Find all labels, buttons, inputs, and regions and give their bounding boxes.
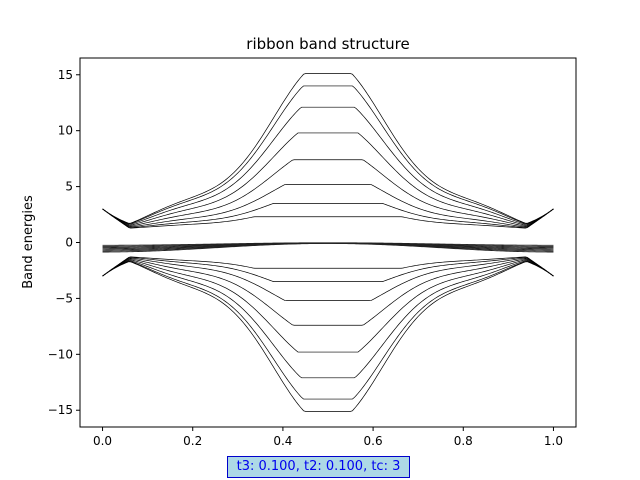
upper-band-line (102, 208, 554, 229)
chart-title: ribbon band structure (246, 35, 409, 53)
y-axis-label: Band energies (21, 195, 36, 289)
x-tick-label: 0.8 (454, 434, 473, 448)
upper-band-line (102, 159, 554, 227)
x-tick-label: 0.4 (273, 434, 292, 448)
y-tick-label: −15 (48, 403, 73, 417)
lower-band-line (102, 256, 554, 277)
lower-band-line (102, 260, 554, 379)
y-tick-label: 5 (65, 180, 73, 194)
y-tick-label: −10 (48, 347, 73, 361)
lower-band-line (102, 259, 554, 353)
lower-band-line (102, 256, 554, 282)
upper-band-line (102, 132, 554, 226)
plot-frame (79, 57, 577, 428)
x-tick-label: 0.6 (364, 434, 383, 448)
y-tick-label: 0 (65, 236, 73, 250)
x-tick-label: 0.0 (93, 434, 112, 448)
upper-band-line (102, 184, 554, 228)
lower-band-line (102, 260, 554, 400)
lower-band-line (102, 258, 554, 326)
parameter-display[interactable]: t3: 0.100, t2: 0.100, tc: 3 (227, 456, 410, 478)
upper-band-line (102, 203, 554, 229)
upper-band-line (102, 73, 554, 224)
band-lines (102, 73, 554, 412)
y-tick-label: −5 (55, 291, 73, 305)
y-tick-label: 10 (58, 124, 73, 138)
upper-band-line (102, 106, 554, 225)
flat-band-line (102, 243, 554, 253)
x-tick-label: 1.0 (544, 434, 563, 448)
x-tick-label: 0.2 (183, 434, 202, 448)
lower-band-line (102, 257, 554, 301)
axis-ticks: 0.0 0.2 0.4 0.6 0.8 1.0 −15 −10 −5 0 5 10 15 (48, 68, 563, 448)
lower-band-line (102, 261, 554, 412)
y-tick-label: 15 (58, 68, 73, 82)
upper-band-line (102, 85, 554, 225)
